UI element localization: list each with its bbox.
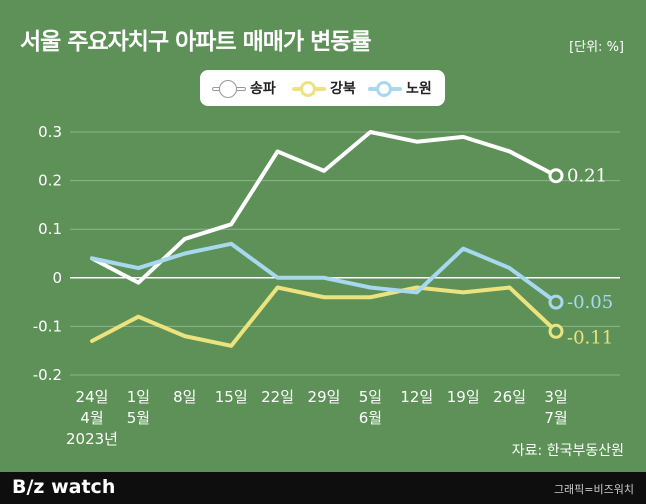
y-tick-label: -0.2 bbox=[33, 366, 62, 384]
legend-label-gangbuk: 강북 bbox=[330, 81, 356, 97]
x-year-label: 2023년 bbox=[66, 430, 118, 448]
series-line-2 bbox=[90, 241, 558, 305]
source-label: 자료: 한국부동산원 bbox=[511, 443, 624, 459]
x-tick-label: 1일 bbox=[127, 388, 150, 406]
x-tick-label: 5일 bbox=[359, 388, 382, 406]
series-end-marker-2 bbox=[548, 294, 564, 310]
x-month-label: 7월 bbox=[544, 409, 567, 427]
x-tick-label: 29일 bbox=[308, 388, 341, 406]
series-line-0 bbox=[90, 130, 558, 285]
series-end-label-1: -0.11 bbox=[567, 327, 613, 348]
x-tick-label: 3일 bbox=[544, 388, 567, 406]
y-tick-label: -0.1 bbox=[33, 317, 62, 335]
chart-title: 서울 주요자치구 아파트 매매가 변동률 bbox=[20, 29, 372, 55]
line-chart: 0.3 0.2 0.1 0 -0.1 -0.2 24일 4월 1일 5월 8일 15일 22일 29일 5일… bbox=[33, 123, 620, 448]
x-tick-label: 15일 bbox=[215, 388, 248, 406]
legend-label-nowon: 노원 bbox=[406, 81, 432, 97]
legend-marker-songpa bbox=[220, 81, 236, 97]
y-tick-label: 0.1 bbox=[38, 220, 62, 238]
unit-label: [단위: %] bbox=[569, 40, 624, 55]
y-tick-label: 0.3 bbox=[38, 123, 62, 141]
x-month-label: 4월 bbox=[80, 409, 103, 427]
legend-marker-gangbuk bbox=[300, 81, 316, 97]
series-end-label-2: -0.05 bbox=[567, 292, 613, 313]
legend-label-songpa: 송파 bbox=[250, 81, 276, 97]
legend: 송파 강북 노원 bbox=[200, 70, 445, 106]
x-tick-label: 22일 bbox=[261, 388, 294, 406]
bizwatch-logo: B/z watch bbox=[12, 476, 116, 498]
x-tick-label: 12일 bbox=[400, 388, 433, 406]
series-line-1 bbox=[90, 285, 558, 348]
footer-bar: B/z watch 그래픽=비즈워치 bbox=[0, 472, 646, 504]
series-end-marker-1 bbox=[548, 323, 564, 339]
legend-marker-nowon bbox=[376, 81, 392, 97]
y-tick-label: 0 bbox=[52, 269, 62, 287]
series-end-marker-0 bbox=[548, 168, 564, 184]
x-tick-label: 8일 bbox=[173, 388, 196, 406]
series-end-label-0: 0.21 bbox=[567, 166, 607, 187]
y-tick-label: 0.2 bbox=[38, 172, 62, 190]
x-tick-label: 26일 bbox=[493, 388, 526, 406]
x-tick-label: 19일 bbox=[447, 388, 480, 406]
x-month-label: 6월 bbox=[359, 409, 382, 427]
x-tick-label: 24일 bbox=[76, 388, 109, 406]
graphic-credit: 그래픽=비즈워치 bbox=[553, 483, 634, 496]
x-month-label: 5월 bbox=[127, 409, 150, 427]
